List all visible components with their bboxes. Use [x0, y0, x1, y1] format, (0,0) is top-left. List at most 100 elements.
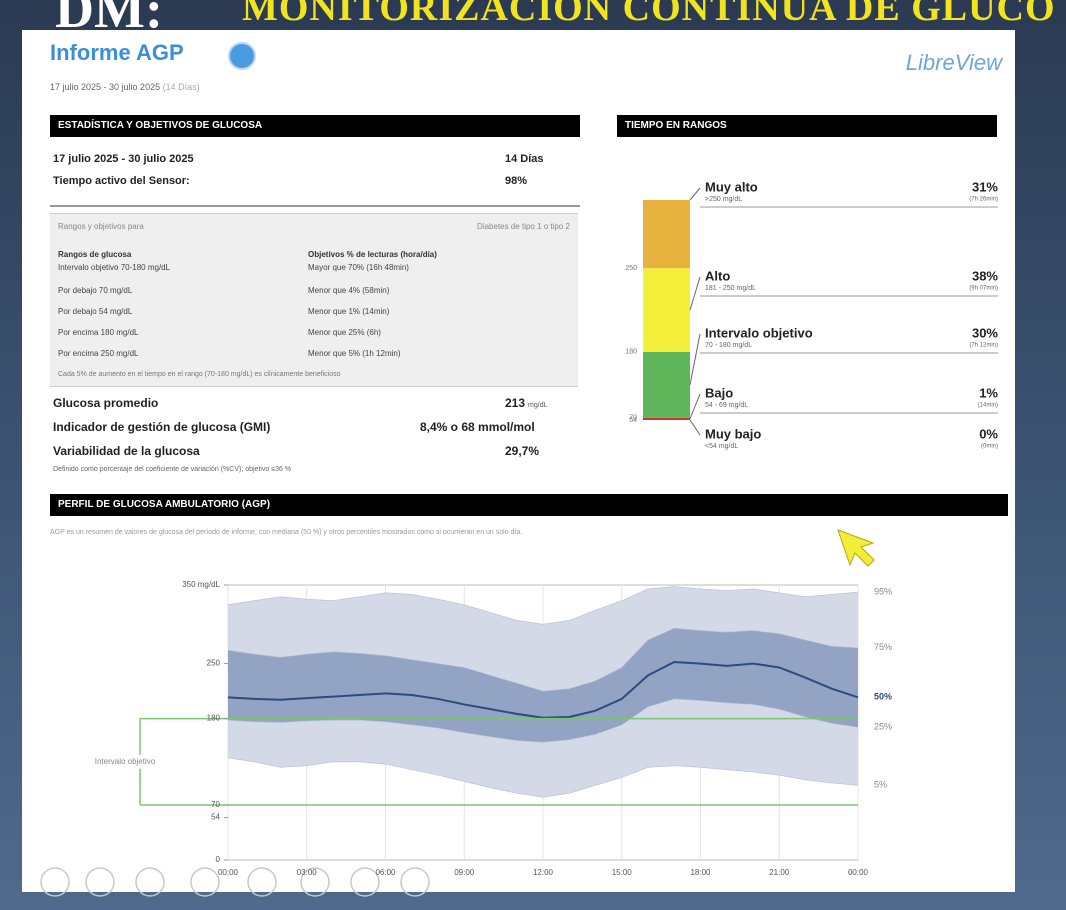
metric-number: 8,4% o 68 mmol/mol: [420, 420, 535, 434]
percentile-label: 50%: [874, 692, 892, 702]
y-tick-label: 0: [216, 855, 221, 864]
percentile-label: 25%: [874, 722, 892, 732]
range-time: (0min): [981, 444, 998, 450]
percentile-line: [227, 627, 859, 692]
range-segment: [643, 351, 690, 418]
target-goal: Mayor que 70% (16h 48min): [308, 263, 409, 272]
range-limits: 181 - 250 mg/dL: [705, 285, 756, 292]
control[interactable]: [400, 867, 430, 897]
percentile-label: 95%: [874, 586, 892, 596]
target-range: Por encima 250 mg/dL: [58, 349, 139, 358]
metrics-note: Definido como porcentaje del coeficiente…: [53, 466, 292, 473]
y-tick-label: 180: [207, 714, 221, 723]
range-name: Muy bajo: [705, 426, 761, 441]
control[interactable]: [135, 867, 165, 897]
cursor: [837, 529, 875, 567]
x-tick-label: 15:00: [612, 868, 633, 877]
control[interactable]: [350, 867, 380, 897]
targets-box: Rangos y objetivos para Diabetes de tipo…: [50, 213, 578, 387]
range-segment: [643, 417, 690, 420]
metric-unit: mg/dL: [528, 402, 548, 409]
metric-label: Indicador de gestión de glucosa (GMI): [53, 420, 271, 434]
stat-value: 14 Días: [505, 153, 544, 165]
targets-col: Objetivos % de lecturas (hora/día): [308, 250, 437, 259]
connector: [689, 333, 701, 385]
brand: LibreView: [905, 50, 1002, 75]
boundary-label: 180: [625, 349, 637, 356]
x-tick-label: 12:00: [533, 868, 554, 877]
percentile-line: [227, 698, 859, 743]
target-goal: Menor que 5% (1h 12min): [308, 349, 401, 358]
control[interactable]: [247, 867, 277, 897]
range-value: 0%: [979, 426, 998, 441]
target-range: Por debajo 70 mg/dL: [58, 286, 133, 295]
y-tick-label: 350 mg/dL: [182, 580, 220, 589]
y-tick-label: 250: [207, 659, 221, 668]
stat-label: 17 julio 2025 - 30 julio 2025: [53, 153, 194, 165]
range-limits: 70 - 180 mg/dL: [705, 342, 752, 349]
targets-note: Cada 5% de aumento en el tiempo en el ra…: [58, 371, 341, 378]
boundary-label: 70: [629, 415, 637, 422]
metric-label: Variabilidad de la glucosa: [53, 444, 200, 458]
median-line: [227, 660, 859, 719]
metric-number: 29,7%: [505, 444, 540, 458]
connector: [689, 276, 701, 311]
percentile-line: [227, 757, 859, 798]
days: (14 Días): [162, 82, 200, 92]
x-tick-label: 06:00: [375, 868, 396, 877]
report-period: 17 julio 2025 - 30 julio 2025 (14 Días): [50, 82, 200, 92]
percentile-line: [227, 586, 859, 625]
range-limits: <54 mg/dL: [705, 443, 738, 450]
slide-title: DM: MONITORIZACIÓN CONTINUA DE GLUCO: [0, 0, 1066, 30]
metric-value: 8,4% o 68 mmol/mol: [420, 420, 535, 434]
agp-description: AGP es un resumen de valores de glucosa …: [50, 529, 523, 536]
targets-col: Rangos de glucosa: [58, 250, 132, 259]
stat-label: Tiempo activo del Sensor:: [53, 175, 190, 187]
metric-number: 213: [505, 396, 526, 410]
range-name: Muy alto: [705, 179, 758, 194]
range-value: 38%: [972, 268, 998, 283]
range-limits: 54 - 69 mg/dL: [705, 402, 748, 409]
period: 17 julio 2025 - 30 julio 2025: [50, 82, 161, 92]
range-time: (14min): [978, 403, 998, 409]
range-name: Alto: [705, 268, 730, 283]
range-segment: [643, 200, 690, 269]
metric-value: 213 mg/dL: [505, 396, 548, 410]
targets-title: Rangos y objetivos para: [58, 222, 144, 231]
x-tick-label: 03:00: [297, 868, 318, 877]
boundary-label: 54: [629, 417, 637, 424]
control[interactable]: [300, 867, 330, 897]
agp-chart: 5% 25% 50% 75% 95% Intervalo objetivo 0 54 70 180…: [78, 580, 892, 877]
player-controls: [40, 867, 430, 897]
range-name: Bajo: [705, 385, 733, 400]
x-tick-label: 00:00: [848, 868, 869, 877]
connector: [689, 393, 701, 420]
target-label-bg: [78, 754, 158, 769]
info-icon: [228, 42, 256, 70]
control[interactable]: [190, 867, 220, 897]
stat-value: 98%: [505, 175, 528, 187]
targets-population: Diabetes de tipo 1 o tipo 2: [477, 222, 570, 231]
connector: [689, 419, 701, 436]
section-heading: TIEMPO EN RANGOS: [617, 115, 997, 137]
target-goal: Menor que 1% (14min): [308, 307, 390, 316]
target-range: Por debajo 54 mg/dL: [58, 307, 133, 316]
control[interactable]: [40, 867, 70, 897]
percentile-band: [228, 628, 858, 743]
percentile-label: 5%: [874, 780, 887, 790]
range-value: 31%: [972, 179, 998, 194]
boundary-label: 250: [625, 265, 637, 272]
y-tick-label: 70: [211, 800, 220, 809]
x-tick-label: 09:00: [454, 868, 475, 877]
control[interactable]: [85, 867, 115, 897]
section-heading: ESTADÍSTICA Y OBJETIVOS DE GLUCOSA: [50, 115, 580, 137]
range-value: 1%: [979, 385, 998, 400]
range-time: (7h 12min): [969, 343, 998, 349]
connector: [689, 187, 701, 201]
range-name: Intervalo objetivo: [705, 325, 813, 340]
target-label: Intervalo objetivo: [95, 757, 156, 766]
range-time: (7h 26min): [969, 197, 998, 203]
x-tick-label: 21:00: [769, 868, 790, 877]
